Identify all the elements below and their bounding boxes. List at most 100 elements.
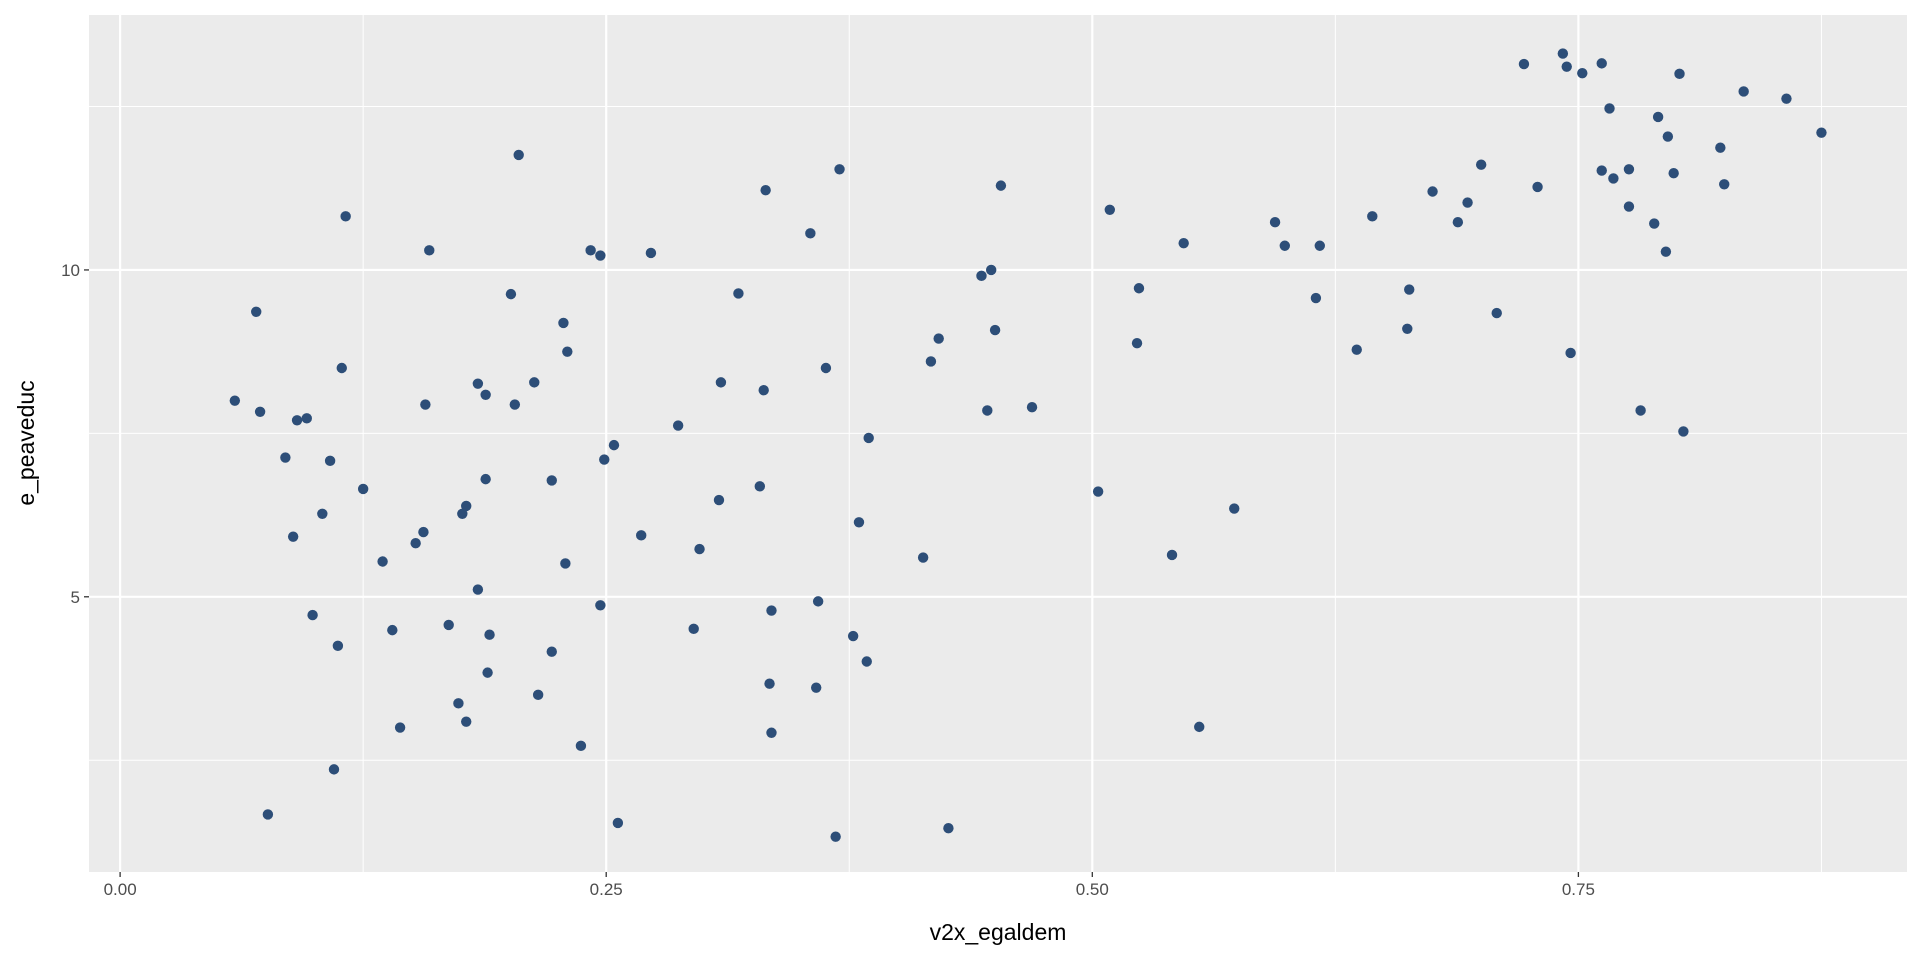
- point: [764, 678, 775, 689]
- point: [585, 245, 596, 256]
- point: [812, 596, 824, 607]
- point: [443, 619, 454, 631]
- point: [608, 439, 620, 451]
- point: [1104, 204, 1116, 216]
- point: [595, 600, 606, 611]
- point: [1131, 337, 1143, 349]
- point: [336, 362, 347, 374]
- point: [472, 378, 484, 389]
- point: [307, 609, 318, 621]
- point: [599, 454, 610, 465]
- point: [766, 605, 777, 616]
- point: [529, 377, 540, 388]
- x-tick-label: 0.25: [590, 880, 623, 899]
- point: [760, 184, 771, 196]
- point: [1491, 307, 1502, 319]
- point: [645, 247, 657, 259]
- x-axis-title: v2x_egaldem: [930, 919, 1067, 945]
- point: [1166, 549, 1178, 561]
- point: [357, 483, 369, 495]
- point: [332, 640, 344, 652]
- point: [418, 526, 429, 538]
- point: [917, 552, 929, 563]
- point: [482, 667, 493, 678]
- point: [1194, 721, 1205, 733]
- point: [976, 270, 987, 282]
- point: [1133, 283, 1145, 294]
- point: [1816, 127, 1827, 138]
- point: [672, 420, 684, 431]
- point: [1577, 67, 1588, 79]
- point: [715, 377, 727, 388]
- point: [328, 764, 340, 775]
- point: [1608, 173, 1619, 184]
- point: [280, 452, 291, 463]
- point: [558, 317, 569, 329]
- point: [1462, 197, 1473, 208]
- point: [513, 149, 524, 161]
- point: [301, 413, 312, 424]
- y-tick-label: 10: [61, 261, 80, 280]
- point: [834, 164, 845, 175]
- point: [925, 356, 937, 367]
- point: [1668, 167, 1679, 179]
- point: [287, 531, 299, 542]
- point: [1565, 347, 1576, 359]
- point: [1452, 217, 1464, 228]
- point: [394, 722, 406, 733]
- point: [317, 508, 328, 519]
- point: [387, 624, 398, 636]
- point: [1652, 111, 1664, 123]
- point: [811, 682, 822, 693]
- point: [1532, 181, 1543, 193]
- point: [546, 646, 557, 657]
- point: [982, 405, 993, 416]
- point: [480, 389, 491, 400]
- point: [1092, 486, 1104, 497]
- point: [532, 689, 544, 701]
- point: [1678, 426, 1689, 437]
- point: [933, 333, 944, 344]
- point: [733, 288, 744, 299]
- point: [1662, 131, 1674, 142]
- point: [1557, 48, 1569, 59]
- point: [1475, 159, 1487, 170]
- point: [754, 481, 766, 492]
- point: [377, 556, 388, 567]
- y-axis-title: e_peaveduc: [13, 380, 39, 505]
- point: [420, 399, 431, 410]
- point: [251, 306, 262, 317]
- point: [1402, 323, 1413, 334]
- point: [863, 432, 874, 444]
- point: [1314, 240, 1325, 251]
- x-tick-label: 0.75: [1562, 880, 1595, 899]
- point: [480, 473, 491, 485]
- point: [340, 211, 351, 222]
- point: [1404, 284, 1415, 295]
- point: [1561, 61, 1572, 72]
- point: [1427, 186, 1438, 197]
- point: [1719, 179, 1730, 190]
- point: [985, 264, 997, 276]
- point: [612, 817, 624, 829]
- point: [1623, 164, 1635, 175]
- plot-panel: [89, 15, 1907, 872]
- point: [1351, 344, 1362, 355]
- point: [1367, 211, 1378, 222]
- point: [472, 584, 484, 595]
- point: [1649, 218, 1660, 229]
- point: [1635, 405, 1646, 416]
- x-tick-label: 0.00: [104, 880, 137, 899]
- point: [943, 823, 954, 834]
- point: [461, 500, 472, 512]
- point: [410, 537, 421, 549]
- point: [562, 346, 573, 357]
- point: [1660, 246, 1672, 257]
- point: [694, 543, 705, 555]
- point: [484, 629, 495, 640]
- point: [324, 455, 336, 467]
- point: [575, 740, 587, 752]
- point: [853, 517, 865, 528]
